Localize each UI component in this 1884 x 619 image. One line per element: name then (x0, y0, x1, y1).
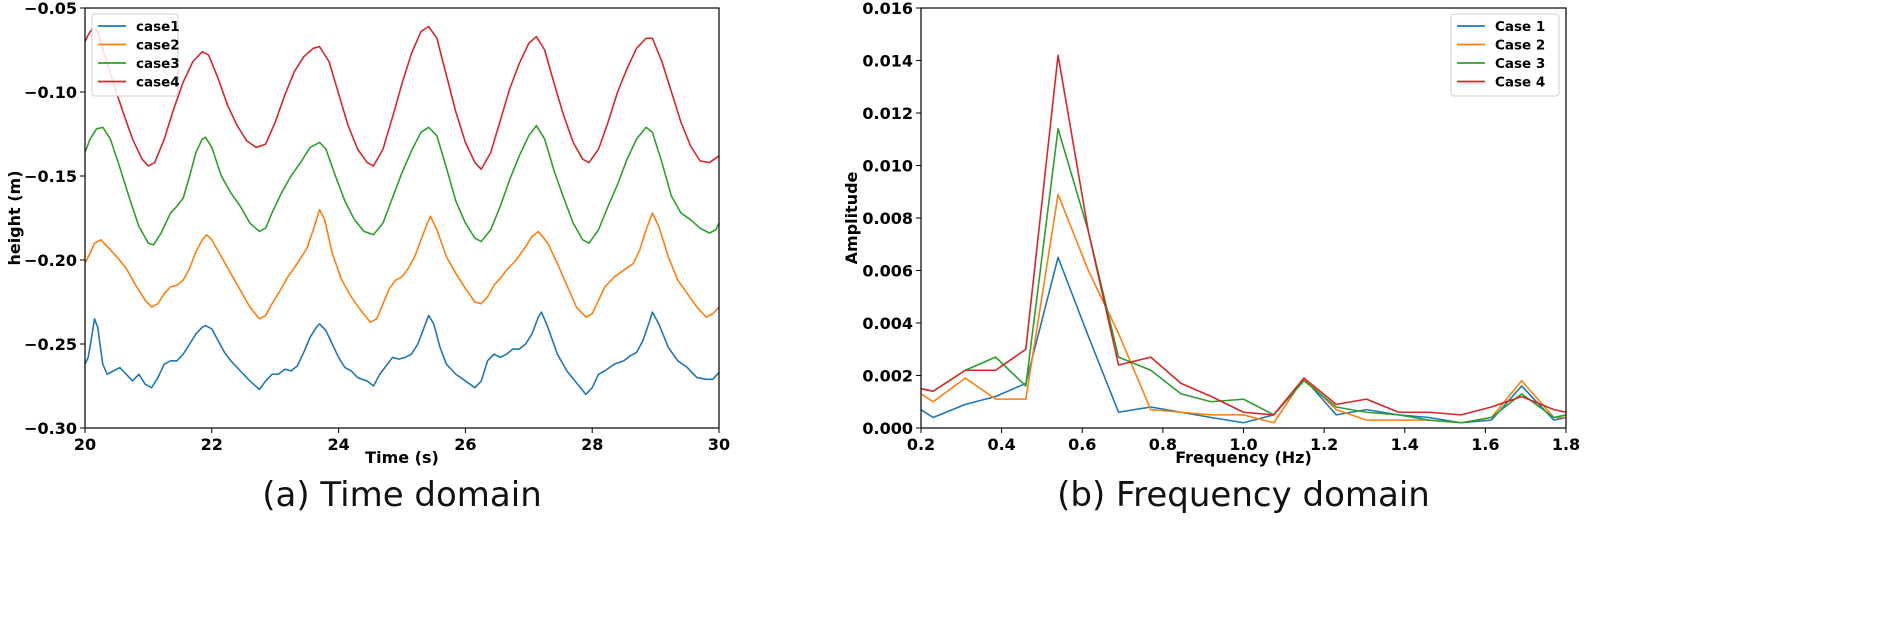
y-tick-label: 0.016 (862, 0, 913, 18)
legend-box (91, 13, 179, 97)
x-tick-label: 1.4 (1391, 435, 1419, 454)
plot-frame (84, 7, 720, 429)
legend-label: Case 2 (1495, 38, 1545, 54)
x-tick-label: 0.8 (1149, 435, 1177, 454)
y-tick-label: −0.30 (24, 419, 77, 438)
y-tick-label: 0.014 (862, 52, 913, 71)
legend: Case 1 Case 2 Case 3 Case 4 (1450, 13, 1560, 97)
series-group (921, 54, 1566, 424)
series-line-case-1 (921, 256, 1566, 424)
legend-label: case3 (136, 56, 180, 72)
chart-panel-1: 0.2 0.4 0.6 0.8 1.0 1.2 1.4 1.6 1.8 0.016 0.014 0.0… (842, 0, 1580, 515)
legend-label: case4 (136, 75, 180, 91)
y-axis-label: Amplitude (842, 171, 861, 264)
legend: case1 case2 case3 case4 (91, 13, 180, 97)
x-tick-label: 22 (201, 435, 223, 454)
series-line-case-4 (921, 54, 1566, 416)
y-tick-label: 0.012 (862, 104, 913, 123)
series-line-case2 (85, 208, 719, 323)
x-tick-label: 30 (708, 435, 730, 454)
legend-box (1450, 13, 1560, 97)
panel-caption: (a) Time domain (262, 475, 542, 515)
y-tick-label: 0.002 (862, 367, 913, 386)
x-tick-label: 28 (581, 435, 603, 454)
chart-panel-0: 20 22 24 26 28 30 −0.05 −0.10 −0.15 −0.20 −0.25 −0.… (5, 0, 730, 515)
x-tick-label: 0.4 (987, 435, 1015, 454)
series-group (85, 25, 719, 396)
legend-label: Case 1 (1495, 19, 1545, 35)
y-tick-label: 0.000 (862, 419, 913, 438)
y-tick-label: −0.15 (24, 167, 77, 186)
y-tick-label: −0.25 (24, 335, 77, 354)
legend-label: case2 (136, 38, 180, 54)
y-tick-label: 0.004 (862, 314, 913, 333)
x-tick-label: 0.2 (907, 435, 935, 454)
x-tick-label: 1.0 (1229, 435, 1257, 454)
y-tick-label: −0.10 (24, 83, 77, 102)
y-tick-label: 0.010 (862, 157, 913, 176)
legend-label: case1 (136, 19, 180, 35)
series-line-case-3 (921, 127, 1566, 424)
series-line-case1 (85, 311, 719, 396)
x-tick-label: 1.6 (1471, 435, 1499, 454)
x-axis-label: Frequency (Hz) (1175, 448, 1312, 467)
x-axis-label: Time (s) (365, 448, 439, 467)
series-line-case3 (85, 124, 719, 246)
x-tick-label: 0.6 (1068, 435, 1096, 454)
x-tick-label: 24 (327, 435, 349, 454)
y-tick-label: −0.20 (24, 251, 77, 270)
y-tick-label: 0.006 (862, 262, 913, 281)
y-axis-label: height (m) (5, 170, 24, 265)
panel-caption: (b) Frequency domain (1057, 475, 1430, 515)
y-tick-label: 0.008 (862, 209, 913, 228)
legend-label: Case 4 (1495, 75, 1545, 91)
x-tick-label: 26 (454, 435, 476, 454)
legend-label: Case 3 (1495, 56, 1545, 72)
x-tick-label: 1.8 (1552, 435, 1580, 454)
x-tick-label: 20 (74, 435, 96, 454)
series-line-case4 (85, 25, 719, 171)
y-tick-label: −0.05 (24, 0, 77, 18)
x-tick-label: 1.2 (1310, 435, 1338, 454)
series-line-case-2 (921, 193, 1566, 424)
